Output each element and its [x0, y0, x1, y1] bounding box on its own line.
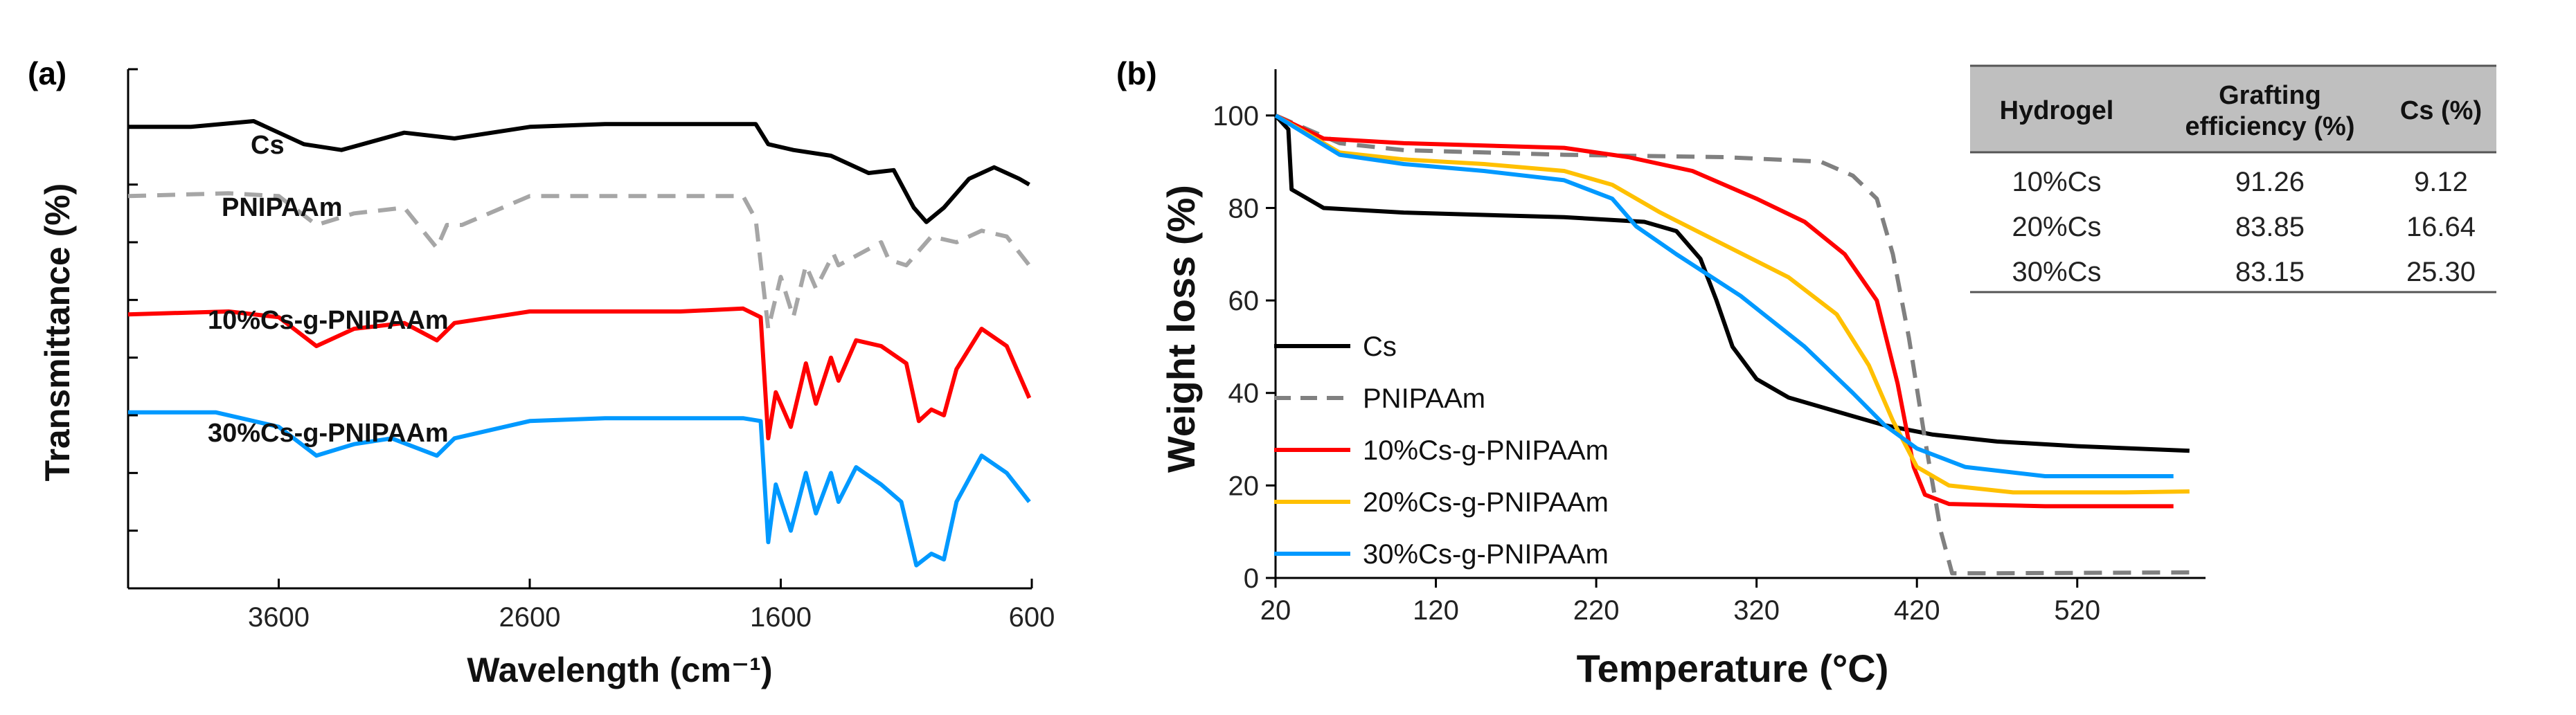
legend-30cs: 30%Cs-g-PNIPAAm — [1363, 539, 1609, 570]
label-30cs: 30%Cs-g-PNIPAAm — [208, 419, 449, 448]
label-pnipaam: PNIPAAm — [222, 193, 343, 222]
panel-a-x-tick-label: 600 — [1009, 602, 1055, 633]
panel-b-x-tick-label: 520 — [2054, 595, 2100, 626]
panel-b-x-tick-label: 320 — [1733, 595, 1780, 626]
table-cell: 16.64 — [2406, 212, 2476, 242]
panel-a-x-tick-label: 3600 — [248, 602, 310, 633]
panel-b-x-tick-label: 20 — [1260, 595, 1291, 626]
panel-b-series-line-1 — [1274, 114, 2190, 576]
table-header-bg — [1970, 66, 2496, 152]
panel-b-y-tick-label: 100 — [1213, 101, 1259, 132]
panel-b-legend: Cs PNIPAAm 10%Cs-g-PNIPAAm 20%Cs-g-PNIPA… — [1274, 332, 1609, 570]
panel-b-y-tick-label: 40 — [1228, 379, 1260, 409]
table-cell: 25.30 — [2406, 257, 2476, 287]
table-cell: 83.15 — [2235, 257, 2305, 287]
table-header-hydrogel: Hydrogel — [2000, 96, 2114, 125]
legend-pnipaam: PNIPAAm — [1363, 383, 1485, 414]
panel-b-series-line-3 — [1274, 114, 2190, 495]
table-header-efficiency: efficiency (%) — [2185, 112, 2355, 141]
panel-b-x-tick-label: 120 — [1413, 595, 1459, 626]
label-10cs: 10%Cs-g-PNIPAAm — [208, 306, 449, 335]
panel-b-x-tick-label: 220 — [1573, 595, 1620, 626]
table-cell: 30%Cs — [2012, 257, 2102, 287]
panel-b-plot — [1273, 114, 2190, 576]
table-cell: 91.26 — [2235, 167, 2305, 197]
panel-b-y-tick-label: 20 — [1228, 471, 1260, 501]
table-cell: 83.85 — [2235, 212, 2305, 242]
panel-a-series-line-1 — [127, 191, 1031, 331]
panel-b-series-line-4 — [1274, 114, 2174, 478]
panel-a-series-line-0 — [128, 119, 1030, 224]
panel-a-x-tick-label: 2600 — [499, 602, 561, 633]
legend-cs: Cs — [1363, 332, 1397, 362]
panel-b-y-tick-label: 80 — [1228, 193, 1260, 224]
panel-a-xlabel: Wavelength (cm⁻¹) — [467, 651, 772, 689]
table-cell: 10%Cs — [2012, 167, 2102, 197]
panel-b-ylabel: Weight loss (%) — [1159, 185, 1203, 473]
panel-b-series-line-2 — [1274, 114, 2174, 509]
panel-b-y-tick-label: 0 — [1244, 563, 1259, 594]
panel-b-xlabel: Temperature (°C) — [1577, 646, 1889, 690]
table-header-grafting: Grafting — [2219, 81, 2321, 110]
label-cs: Cs — [251, 131, 285, 160]
panel-b-x-tick-label: 420 — [1894, 595, 1940, 626]
panel-b-y-tick-label: 60 — [1228, 286, 1260, 316]
panel-a-x-tick-label: 1600 — [750, 602, 812, 633]
panel-a-series-line-3 — [128, 410, 1031, 568]
panel-a-series-line-2 — [127, 306, 1032, 441]
panel-a-ticks: 3600 2600 1600 600 — [128, 68, 1055, 633]
panel-b-label: (b) — [1116, 55, 1157, 91]
panel-a-ylabel: Transmittance (%) — [38, 183, 77, 482]
table-cell: 9.12 — [2414, 167, 2468, 197]
grafting-table: Hydrogel Grafting efficiency (%) Cs (%) … — [1970, 64, 2496, 293]
panel-a-plot — [127, 119, 1032, 568]
legend-10cs: 10%Cs-g-PNIPAAm — [1363, 435, 1609, 466]
legend-20cs: 20%Cs-g-PNIPAAm — [1363, 487, 1609, 518]
panel-b-axes — [1274, 69, 2206, 579]
table-header-cs: Cs (%) — [2400, 96, 2482, 125]
panel-a-label: (a) — [28, 55, 66, 91]
table-cell: 20%Cs — [2012, 212, 2102, 242]
